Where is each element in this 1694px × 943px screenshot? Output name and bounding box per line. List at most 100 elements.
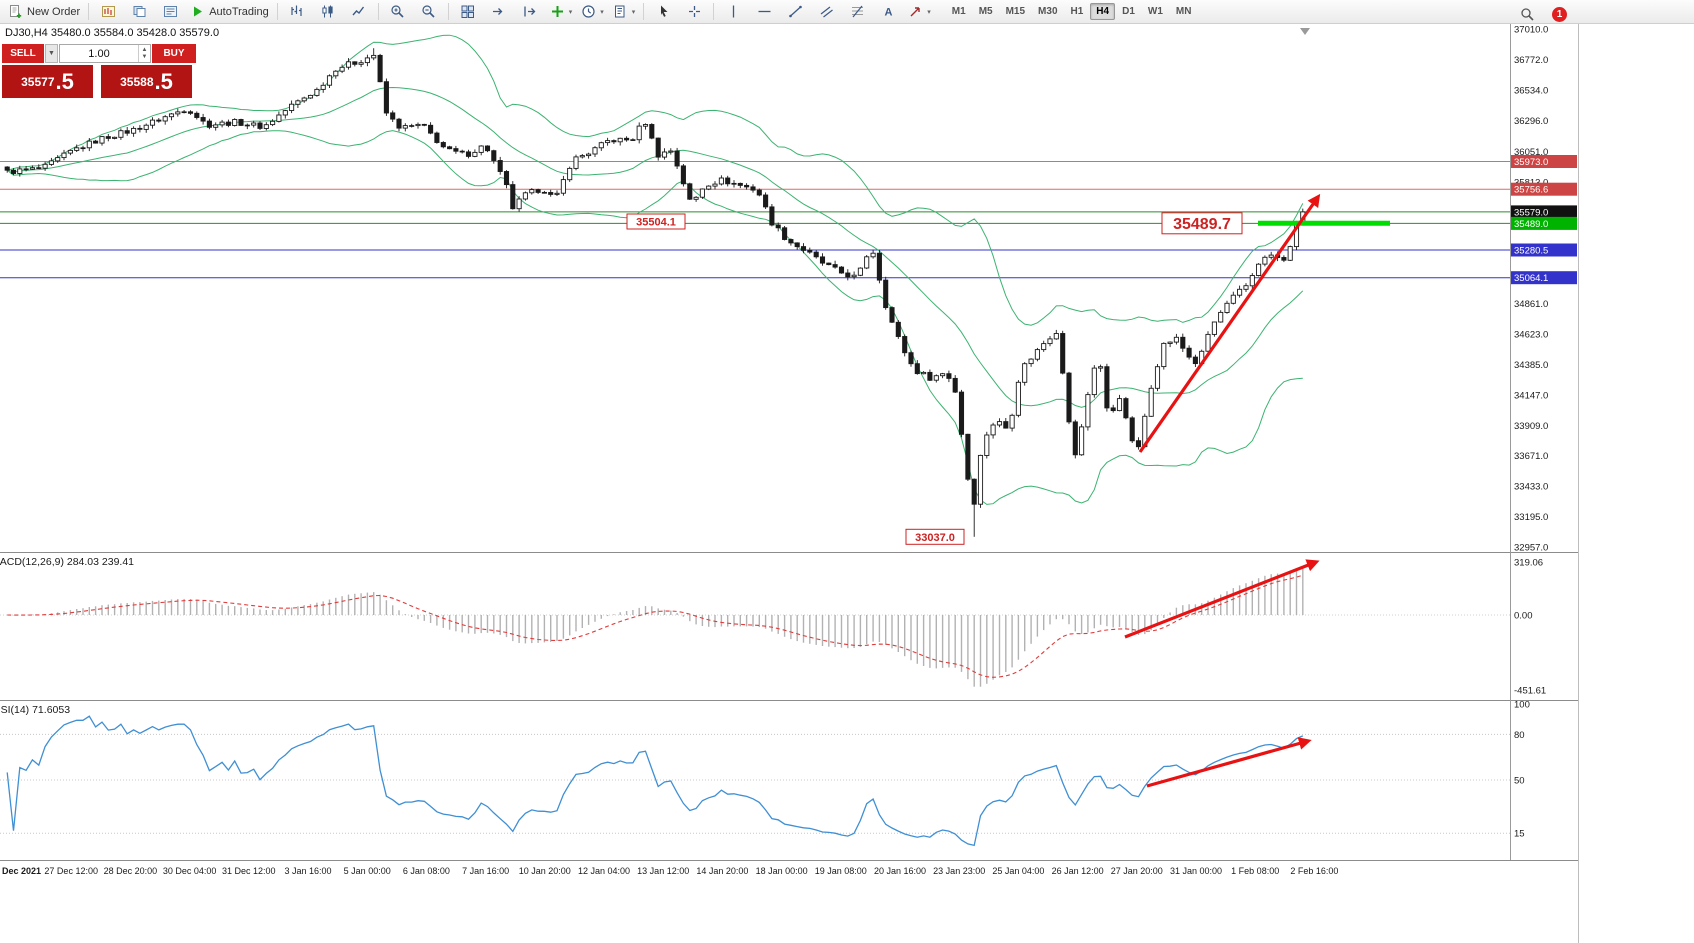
- new-order-button[interactable]: New Order: [4, 1, 84, 23]
- trend-arrow: [1138, 193, 1321, 453]
- buy-price-main: 35588: [120, 74, 154, 89]
- y-axis-tick-label: 36772.0: [1514, 55, 1548, 66]
- indicators-icon[interactable]: ▾: [546, 1, 577, 23]
- volume-dropdown[interactable]: ▼: [45, 44, 58, 63]
- chevron-down-icon: ▾: [927, 8, 931, 16]
- timeframe-button-M30[interactable]: M30: [1038, 6, 1058, 17]
- sell-price-main: 35577: [21, 74, 55, 89]
- rsi-indicator-pane[interactable]: 100 80 50 15 RSI(14) 71.6053: [0, 700, 1578, 860]
- templates-icon[interactable]: ▾: [609, 1, 640, 23]
- price-tag: [1511, 155, 1577, 168]
- timeframe-button-H4[interactable]: H4: [1090, 3, 1116, 20]
- timeframe-button-M15[interactable]: M15: [1005, 6, 1026, 17]
- time-axis-label: 20 Jan 16:00: [874, 866, 926, 876]
- y-axis-tick-label: 34385.0: [1514, 360, 1548, 371]
- timeframe-button-D1[interactable]: D1: [1122, 6, 1135, 17]
- timeframe-button-MN[interactable]: MN: [1175, 6, 1192, 17]
- auto-scroll-icon[interactable]: [484, 1, 514, 23]
- autotrading-button[interactable]: AutoTrading: [186, 1, 273, 23]
- tile-windows-icon[interactable]: [453, 1, 483, 23]
- sell-price[interactable]: 35577 .5: [2, 65, 93, 98]
- timeframe-button-H1[interactable]: H1: [1070, 6, 1084, 17]
- time-axis-label: 19 Jan 08:00: [815, 866, 867, 876]
- toolbar-right-group: 1: [1512, 3, 1567, 25]
- spinner-up-icon[interactable]: ▲: [141, 46, 148, 53]
- rsi-axis-label: 100: [1514, 700, 1530, 711]
- timeframe-button-M1[interactable]: M1: [951, 6, 966, 17]
- bar-chart-icon[interactable]: [282, 1, 312, 23]
- price-tag: [1511, 243, 1577, 257]
- profiles-icon[interactable]: [124, 1, 154, 23]
- spinner-down-icon[interactable]: ▼: [141, 53, 148, 60]
- time-axis-label: 6 Jan 08:00: [403, 866, 450, 876]
- y-axis-tick-label: 32957.0: [1514, 543, 1548, 553]
- autotrading-icon: [194, 6, 203, 17]
- trendline-icon[interactable]: [780, 1, 810, 23]
- zoom-in-icon[interactable]: [383, 1, 413, 23]
- macd-axis-label: 319.06: [1514, 558, 1543, 569]
- y-axis-tick-label: 37010.0: [1514, 25, 1548, 36]
- time-axis-label: 23 Jan 23:00: [933, 866, 985, 876]
- toolbar-separator: [276, 3, 278, 20]
- time-axis-label: 3 Jan 16:00: [284, 866, 331, 876]
- new-order-label: New Order: [27, 5, 81, 18]
- chart-window[interactable]: 37010.036772.036534.036296.036051.035813…: [0, 24, 1579, 943]
- horizontal-line-icon[interactable]: [749, 1, 779, 23]
- time-axis-label: 1 Feb 08:00: [1231, 866, 1279, 876]
- y-axis-tick-label: 33195.0: [1514, 512, 1548, 523]
- price-tag-label: 35973.0: [1514, 157, 1548, 168]
- price-tag-label: 35280.5: [1514, 246, 1548, 257]
- y-axis-tick-label: 34623.0: [1514, 330, 1548, 341]
- toolbar-separator: [447, 3, 449, 20]
- time-axis-label: 27 Jan 20:00: [1111, 866, 1163, 876]
- time-axis-label: 5 Jan 00:00: [344, 866, 391, 876]
- channel-icon[interactable]: [811, 1, 841, 23]
- price-tag-label: 35064.1: [1514, 273, 1548, 284]
- buy-price-frac: .5: [154, 68, 173, 94]
- macd-indicator-pane[interactable]: 319.06 0.00 -451.61 MACD(12,26,9) 284.03 23…: [0, 552, 1578, 700]
- timeframe-button-M5[interactable]: M5: [978, 6, 993, 17]
- y-axis-tick-label: 33671.0: [1514, 451, 1548, 462]
- chevron-down-icon: ▾: [600, 8, 604, 16]
- new-order-icon: [10, 5, 22, 18]
- y-axis-tick-label: 34861.0: [1514, 299, 1548, 310]
- search-icon[interactable]: [1512, 3, 1542, 25]
- time-axis-label: 12 Jan 04:00: [578, 866, 630, 876]
- new-chart-icon[interactable]: [93, 1, 123, 23]
- sell-button[interactable]: SELL: [2, 44, 44, 63]
- toolbar-separator: [88, 3, 90, 20]
- candlestick-series: [4, 48, 1306, 537]
- volume-spinner[interactable]: ▲ ▼: [138, 45, 150, 62]
- time-axis-label: 27 Dec 12:00: [44, 866, 98, 876]
- time-axis[interactable]: Dec 2021 27 Dec 12:00 28 Dec 20:00 30 Dec 0…: [0, 860, 1578, 883]
- main-toolbar: New Order AutoTrading: [0, 0, 1694, 24]
- vertical-line-icon[interactable]: [718, 1, 748, 23]
- notification-badge[interactable]: 1: [1552, 6, 1567, 22]
- periods-icon[interactable]: ▾: [577, 1, 608, 23]
- y-axis-tick-label: 34147.0: [1514, 390, 1548, 401]
- rsi-axis-label: 50: [1514, 776, 1525, 787]
- timeframe-button-W1[interactable]: W1: [1147, 6, 1163, 17]
- buy-button[interactable]: BUY: [152, 44, 196, 63]
- volume-input[interactable]: 1.00 ▲ ▼: [59, 44, 151, 63]
- candlestick-chart-icon[interactable]: [313, 1, 343, 23]
- zoom-out-icon[interactable]: [414, 1, 444, 23]
- autotrading-label: AutoTrading: [209, 5, 269, 18]
- data-window-icon[interactable]: [155, 1, 185, 23]
- chart-shift-icon[interactable]: [515, 1, 545, 23]
- one-click-trading-panel: SELL ▼ 1.00 ▲ ▼ BUY 35577 .5 35588 .5: [2, 44, 196, 98]
- cursor-icon[interactable]: [648, 1, 678, 23]
- buy-price[interactable]: 35588 .5: [101, 65, 192, 98]
- text-icon[interactable]: A: [873, 1, 903, 23]
- crosshair-icon[interactable]: [679, 1, 709, 23]
- bollinger-middle-band: [7, 86, 1304, 408]
- arrows-icon[interactable]: ▾: [904, 1, 935, 23]
- annotation-box: [1161, 212, 1243, 235]
- main-chart-pane[interactable]: 37010.036772.036534.036296.036051.035813…: [0, 24, 1578, 552]
- annotation-text: 35489.7: [1173, 216, 1231, 233]
- line-chart-icon[interactable]: [344, 1, 374, 23]
- rsi-axis-label: 15: [1514, 829, 1525, 840]
- fibonacci-icon[interactable]: [842, 1, 872, 23]
- annotation-text: 35504.1: [636, 216, 676, 228]
- time-axis-label: 2 Feb 16:00: [1290, 866, 1338, 876]
